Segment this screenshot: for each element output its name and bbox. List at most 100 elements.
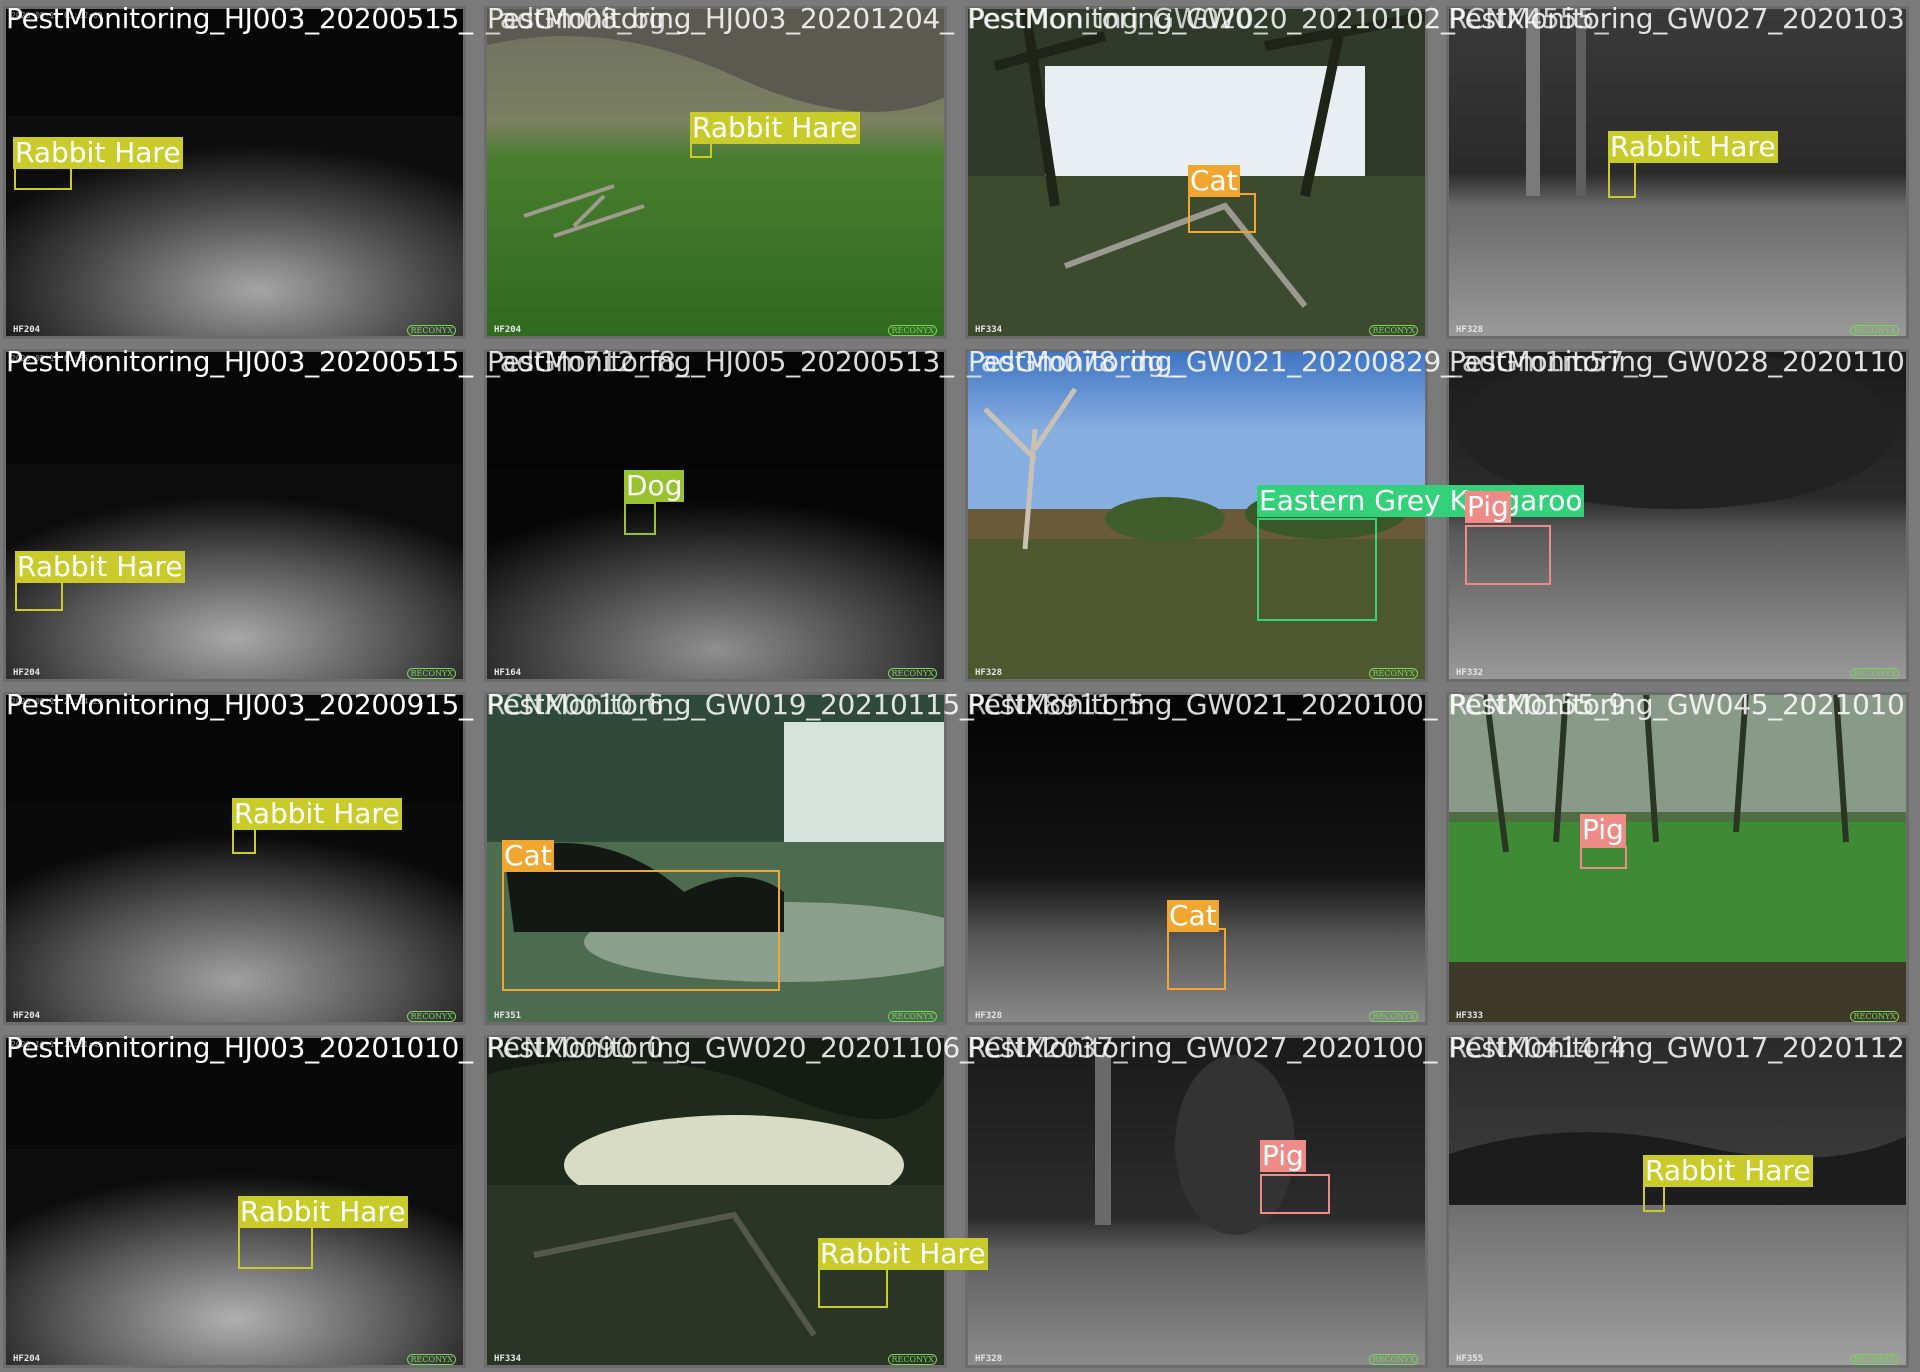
brand-mark: RECONYX bbox=[407, 668, 456, 679]
detection-label: Rabbit Hare bbox=[15, 550, 185, 583]
camera-id: HF332 bbox=[1456, 668, 1484, 678]
detection-label: Cat bbox=[502, 839, 554, 872]
night-sand-scene bbox=[3, 6, 466, 339]
filename-overlap: RCNX2037_ bbox=[967, 1031, 1128, 1064]
detection-box[interactable] bbox=[1167, 928, 1226, 990]
night-scrub-scene bbox=[1446, 1035, 1909, 1368]
camera-id: HF333 bbox=[1456, 1011, 1484, 1021]
night-sand-scene bbox=[3, 692, 466, 1025]
camera-id: HF204 bbox=[13, 1354, 41, 1364]
detection-box[interactable] bbox=[624, 502, 656, 535]
brand-mark: RECONYX bbox=[888, 1011, 937, 1022]
timestamp: 2020-09-15 21:14:22 bbox=[11, 697, 103, 706]
detection-box[interactable] bbox=[15, 581, 63, 611]
timestamp: 2020-05-15 03:02:09 bbox=[11, 11, 103, 20]
night-woodland-scene bbox=[965, 1035, 1428, 1368]
night-scrub-scene bbox=[1446, 6, 1909, 339]
filename-overlap: RCNX0010_6_ bbox=[486, 688, 678, 721]
detection-box[interactable] bbox=[1257, 518, 1377, 621]
filename-caption: PestMonitoring_HJ003_20200915_ bbox=[6, 688, 473, 721]
camera-id: HF355 bbox=[1456, 1354, 1484, 1364]
camera-id: HF334 bbox=[975, 325, 1003, 335]
detection-label: Dog bbox=[624, 469, 685, 502]
photo-tile[interactable]: 2020-05-15 01:55:34 HF204 RECONYX bbox=[3, 349, 466, 682]
camera-id: HF351 bbox=[494, 1011, 522, 1021]
brand-mark: RECONYX bbox=[1369, 1354, 1418, 1365]
photo-tile[interactable]: HF328 RECONYX bbox=[1446, 6, 1909, 339]
camera-id: HF204 bbox=[13, 668, 41, 678]
detection-box[interactable] bbox=[502, 870, 780, 991]
brand-mark: RECONYX bbox=[1850, 668, 1899, 679]
night-sand-scene bbox=[3, 349, 466, 682]
photo-tile[interactable]: HF328 RECONYX bbox=[965, 692, 1428, 1025]
detection-label: Rabbit Hare bbox=[238, 1195, 408, 1228]
brand-mark: RECONYX bbox=[1850, 1011, 1899, 1022]
detection-box[interactable] bbox=[1580, 846, 1627, 869]
dusk-woodland-scene bbox=[484, 1035, 947, 1368]
detection-label: Rabbit Hare bbox=[818, 1237, 988, 1270]
photo-tile[interactable]: 2020-09-15 21:14:22 HF204 RECONYX bbox=[3, 692, 466, 1025]
filename-overlap: _adGm078_dg_ bbox=[967, 345, 1179, 378]
filename-overlap: RCNX4555_ bbox=[1448, 2, 1609, 35]
brand-mark: RECONYX bbox=[888, 325, 937, 336]
detection-box[interactable] bbox=[818, 1268, 888, 1308]
brand-mark: RECONYX bbox=[888, 1354, 937, 1365]
filename-caption: PestMonitoring_HJ003_20200515_ bbox=[6, 345, 473, 378]
night-sand-scene bbox=[484, 349, 947, 682]
camera-id: HF328 bbox=[975, 1354, 1003, 1364]
detection-box[interactable] bbox=[232, 828, 256, 854]
filename-overlap: _adGm712_f8_ bbox=[486, 345, 690, 378]
camera-id: HF328 bbox=[975, 668, 1003, 678]
camera-id: HF204 bbox=[13, 325, 41, 335]
detection-label: Cat bbox=[1188, 164, 1240, 197]
grass-hillside-scene bbox=[484, 6, 947, 339]
detection-box[interactable] bbox=[1465, 525, 1551, 585]
forest-clearing-scene bbox=[484, 692, 947, 1025]
filename-overlap: RCNX0414_4 bbox=[1448, 1031, 1626, 1064]
detection-label: Pig bbox=[1260, 1139, 1306, 1172]
night-grass-scene bbox=[965, 692, 1428, 1025]
detection-label: Rabbit Hare bbox=[232, 797, 402, 830]
filename-overlap: _adGm08_bg_ bbox=[486, 2, 680, 35]
detection-label: Cat bbox=[1167, 899, 1219, 932]
camera-id: HF204 bbox=[13, 1011, 41, 1021]
filename-caption: PestMonitoring_HJ003_20201010_ bbox=[6, 1031, 473, 1064]
filename-overlap: RCNX0090_0_ bbox=[486, 1031, 678, 1064]
photo-tile[interactable]: HF333 RECONYX bbox=[1446, 692, 1909, 1025]
brand-mark: RECONYX bbox=[407, 1011, 456, 1022]
detection-label: Pig bbox=[1580, 813, 1626, 846]
photo-tile[interactable]: HF204 RECONYX bbox=[484, 6, 947, 339]
filename-overlap: PestMon_ing_GW020_ bbox=[967, 2, 1268, 35]
timestamp: 2020-10-10 22:11:45 bbox=[11, 1040, 103, 1049]
photo-tile[interactable]: HF334 RECONYX bbox=[484, 1035, 947, 1368]
brand-mark: RECONYX bbox=[888, 668, 937, 679]
camera-id: HF204 bbox=[494, 325, 522, 335]
photo-tile[interactable]: 2020-05-15 03:02:09 HF204 RECONYX bbox=[3, 6, 466, 339]
photo-tile[interactable]: HF355 RECONYX bbox=[1446, 1035, 1909, 1368]
camera-id: HF334 bbox=[494, 1354, 522, 1364]
timestamp: 2020-05-15 01:55:34 bbox=[11, 354, 103, 363]
photo-tile[interactable]: HF351 RECONYX bbox=[484, 692, 947, 1025]
detection-box[interactable] bbox=[1188, 193, 1256, 233]
detection-label: Rabbit Hare bbox=[1643, 1154, 1813, 1187]
detection-label: Rabbit Hare bbox=[690, 111, 860, 144]
photo-tile[interactable]: HF164 RECONYX bbox=[484, 349, 947, 682]
brand-mark: RECONYX bbox=[1369, 325, 1418, 336]
camera-id: HF328 bbox=[975, 1011, 1003, 1021]
brand-mark: RECONYX bbox=[407, 325, 456, 336]
detection-box[interactable] bbox=[1643, 1185, 1665, 1212]
detection-box[interactable] bbox=[1608, 161, 1636, 198]
brand-mark: RECONYX bbox=[1850, 325, 1899, 336]
detection-label: Rabbit Hare bbox=[1608, 130, 1778, 163]
brand-mark: RECONYX bbox=[1369, 1011, 1418, 1022]
detection-box[interactable] bbox=[1260, 1174, 1330, 1214]
detection-label: Eastern Grey Kangaroo bbox=[1257, 484, 1585, 517]
detection-label: Pig bbox=[1465, 490, 1511, 523]
detection-box[interactable] bbox=[238, 1226, 313, 1269]
brand-mark: RECONYX bbox=[1850, 1354, 1899, 1365]
filename-overlap: RCNX0155_9 bbox=[1448, 688, 1626, 721]
filename-overlap: RCNX8911_5 bbox=[967, 688, 1145, 721]
filename-overlap: _adGm1m57_ bbox=[1448, 345, 1638, 378]
green-forest-scene bbox=[1446, 692, 1909, 1025]
photo-tile[interactable]: HF328 RECONYX bbox=[965, 1035, 1428, 1368]
